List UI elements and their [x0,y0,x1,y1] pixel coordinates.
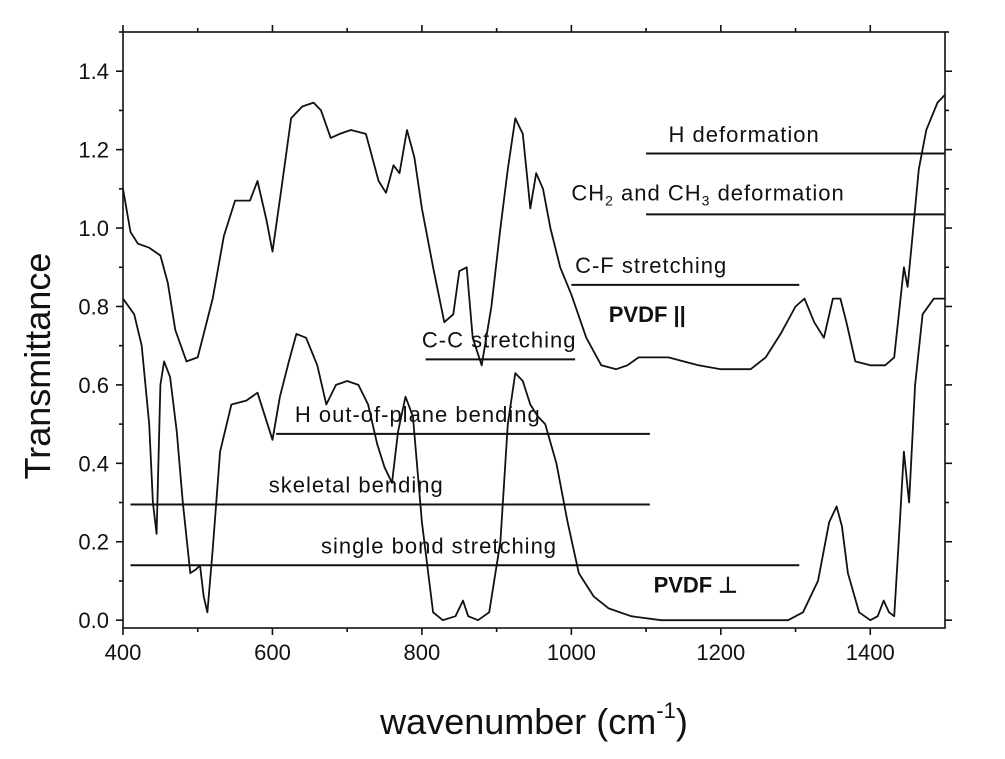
plot-frame [122,31,946,629]
y-axis-title: Transmittance [17,253,58,480]
y-tick-label: 0.2 [78,530,109,555]
x-tick-label: 400 [105,640,142,665]
y-tick-label: 0.8 [78,294,109,319]
spectrum-line-2 [122,297,945,622]
x-tick-label: 800 [404,640,441,665]
x-tick-label: 600 [254,640,291,665]
spectrum-line-1 [122,94,946,371]
y-tick-label: 1.2 [78,138,109,163]
y-tick-label: 0.6 [78,373,109,398]
band-annotations: H deformation CH2 and CH3 deformation C-F … [130,122,945,567]
x-axis-title-sup: -1 [656,698,676,723]
series-label-2: PVDF ⊥ [654,573,738,598]
series-label-1: PVDF || [609,302,686,327]
x-axis-title-end: ) [676,701,688,742]
h-oop-bending-label: H out-of-plane bending [295,402,541,427]
cf-stretching-label: C-F stretching [575,253,727,278]
y-tick-label: 0.0 [78,608,109,633]
cc-stretching-label: C-C stretching [422,328,577,353]
y-tick-label: 1.0 [78,216,109,241]
y-tick-label: 1.4 [78,59,109,84]
ch-deformation-label: CH2 and CH3 deformation [571,181,844,209]
spectra [122,94,946,622]
y-tick-label: 0.4 [78,451,109,476]
single-bond-stretching-label: single bond stretching [321,534,557,559]
x-axis-title-main: wavenumber (cm [379,701,656,742]
axis-ticks [116,25,952,635]
x-tick-label: 1000 [547,640,596,665]
h-deformation-label: H deformation [669,122,820,147]
skeletal-bending-label: skeletal bending [269,473,444,498]
y-tick-labels: 0.0 0.2 0.4 0.6 0.8 1.0 1.2 1.4 [78,59,109,633]
x-tick-labels: 400 600 800 1000 1200 1400 [105,640,895,665]
x-tick-label: 1200 [696,640,745,665]
x-tick-label: 1400 [846,640,895,665]
series-labels: PVDF || PVDF ⊥ [609,302,738,598]
x-axis-title: wavenumber (cm-1) [379,698,688,742]
